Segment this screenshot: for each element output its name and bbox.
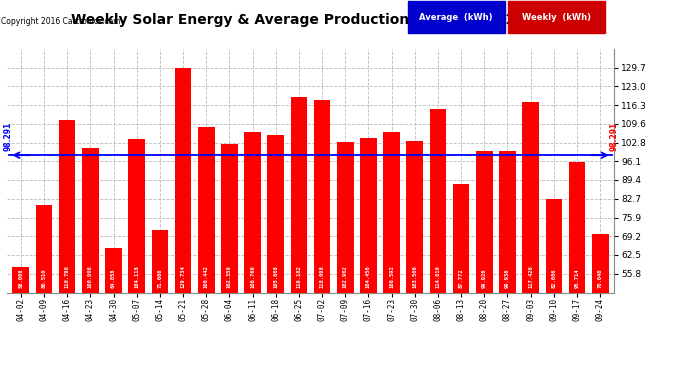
Bar (430, 109, 446, 375)
Text: 108.442: 108.442 (204, 266, 208, 288)
Bar (221, 144, 238, 375)
Bar (569, 162, 585, 375)
Bar (152, 230, 168, 375)
Bar (36, 205, 52, 375)
Text: 102.902: 102.902 (343, 266, 348, 288)
Text: 110.790: 110.790 (65, 266, 70, 288)
Text: 87.772: 87.772 (459, 269, 464, 288)
Bar (546, 199, 562, 375)
Bar (337, 142, 353, 375)
Text: 58.008: 58.008 (19, 269, 23, 288)
Bar (12, 267, 29, 375)
Text: 71.606: 71.606 (157, 269, 162, 288)
Bar (244, 132, 261, 375)
Text: 106.766: 106.766 (250, 266, 255, 288)
Text: 98.291: 98.291 (609, 122, 619, 151)
Bar (59, 120, 75, 375)
FancyBboxPatch shape (408, 1, 505, 33)
Text: 102.358: 102.358 (227, 266, 232, 288)
Bar (592, 234, 609, 375)
Text: 64.858: 64.858 (111, 269, 116, 288)
Bar (198, 127, 215, 375)
Text: 99.936: 99.936 (505, 269, 510, 288)
Bar (268, 135, 284, 375)
Text: 70.040: 70.040 (598, 269, 602, 288)
Bar (105, 248, 122, 375)
FancyBboxPatch shape (508, 1, 605, 33)
Bar (82, 148, 99, 375)
Text: 103.506: 103.506 (413, 266, 417, 288)
Text: 98.291: 98.291 (3, 122, 12, 151)
Bar (128, 139, 145, 375)
Bar (522, 102, 539, 375)
Bar (175, 68, 191, 375)
Bar (499, 151, 516, 375)
Bar (383, 132, 400, 375)
Text: 106.592: 106.592 (389, 266, 394, 288)
Text: 118.098: 118.098 (319, 266, 324, 288)
Text: Average  (kWh): Average (kWh) (420, 13, 493, 21)
Bar (406, 141, 423, 375)
Text: 117.426: 117.426 (528, 266, 533, 288)
Text: 95.714: 95.714 (575, 269, 580, 288)
Text: 104.456: 104.456 (366, 266, 371, 288)
Bar (476, 151, 493, 375)
Text: 114.816: 114.816 (435, 266, 440, 288)
Bar (453, 184, 469, 375)
Text: 105.668: 105.668 (273, 266, 278, 288)
Text: Copyright 2016 Cartronics.com: Copyright 2016 Cartronics.com (1, 17, 120, 26)
Text: 82.606: 82.606 (551, 269, 556, 288)
Text: 129.734: 129.734 (181, 266, 186, 288)
Text: 104.118: 104.118 (134, 266, 139, 288)
Text: 99.926: 99.926 (482, 269, 487, 288)
Text: 119.102: 119.102 (297, 266, 302, 288)
Text: 100.906: 100.906 (88, 266, 93, 288)
Text: Weekly  (kWh): Weekly (kWh) (522, 13, 591, 21)
Bar (360, 138, 377, 375)
Bar (290, 97, 307, 375)
Text: 80.510: 80.510 (41, 269, 46, 288)
Bar (314, 100, 331, 375)
Title: Weekly Solar Energy & Average Production Tue Sep 27 18:32: Weekly Solar Energy & Average Production… (71, 13, 550, 27)
